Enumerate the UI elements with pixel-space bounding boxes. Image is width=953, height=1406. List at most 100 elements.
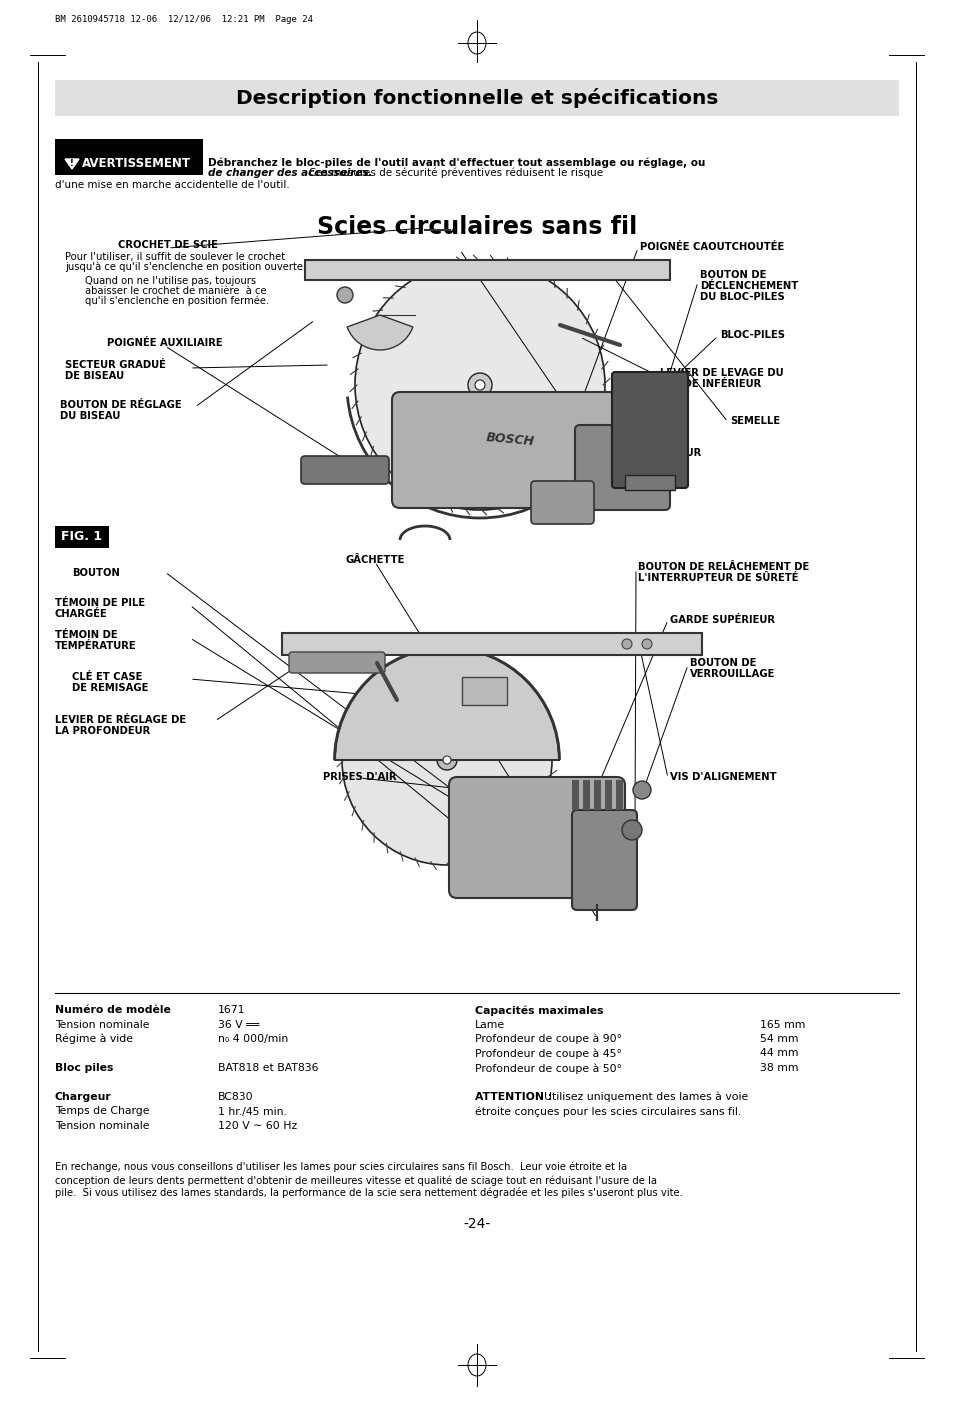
Text: 165 mm: 165 mm — [760, 1019, 804, 1029]
Text: LA PROFONDEUR: LA PROFONDEUR — [55, 725, 150, 735]
Circle shape — [621, 820, 641, 839]
Text: n₀ 4 000/min: n₀ 4 000/min — [218, 1033, 288, 1045]
Text: 44 mm: 44 mm — [760, 1049, 798, 1059]
Wedge shape — [335, 648, 558, 761]
Text: Scies circulaires sans fil: Scies circulaires sans fil — [316, 215, 637, 239]
Text: BOUTON: BOUTON — [71, 568, 120, 578]
Circle shape — [621, 638, 631, 650]
FancyBboxPatch shape — [575, 425, 669, 510]
Text: DU BLOC-PILES: DU BLOC-PILES — [700, 292, 784, 302]
Polygon shape — [305, 260, 669, 280]
Bar — [582, 780, 589, 810]
Text: TEMPÉRATURE: TEMPÉRATURE — [55, 641, 136, 651]
Text: qu'il s'enclenche en position fermée.: qu'il s'enclenche en position fermée. — [85, 297, 269, 307]
Text: 120 V ∼ 60 Hz: 120 V ∼ 60 Hz — [218, 1121, 297, 1130]
Text: Profondeur de coupe à 50°: Profondeur de coupe à 50° — [475, 1063, 621, 1074]
Circle shape — [442, 756, 451, 763]
FancyBboxPatch shape — [449, 778, 624, 898]
FancyBboxPatch shape — [392, 392, 627, 508]
Text: CHARGÉE: CHARGÉE — [55, 609, 108, 619]
Text: 36 V ══: 36 V ══ — [218, 1019, 259, 1029]
Text: GARDE SUPÉRIEUR: GARDE SUPÉRIEUR — [669, 614, 774, 626]
Text: GÂCHETTE: GÂCHETTE — [345, 555, 404, 565]
FancyBboxPatch shape — [572, 810, 637, 910]
Text: VERROUILLAGE: VERROUILLAGE — [689, 669, 775, 679]
Circle shape — [475, 380, 484, 389]
Text: BOUTON DE: BOUTON DE — [700, 270, 765, 280]
Text: DE BISEAU: DE BISEAU — [65, 371, 124, 381]
Text: FIG. 1: FIG. 1 — [61, 530, 103, 544]
Circle shape — [641, 638, 651, 650]
Text: PRISES D'AIR: PRISES D'AIR — [323, 772, 396, 782]
Text: ATTENTION :: ATTENTION : — [475, 1092, 552, 1102]
Bar — [461, 678, 506, 704]
Text: conception de leurs dents permettent d'obtenir de meilleures vitesse et qualité : conception de leurs dents permettent d'o… — [55, 1175, 657, 1185]
Text: POIGNÉE AUXILIAIRE: POIGNÉE AUXILIAIRE — [107, 337, 223, 349]
Text: BOUTON DE RELÂCHEMENT DE: BOUTON DE RELÂCHEMENT DE — [638, 562, 808, 572]
Wedge shape — [347, 315, 413, 350]
Text: Tension nominale: Tension nominale — [55, 1019, 150, 1029]
Text: Numéro de modèle: Numéro de modèle — [55, 1005, 171, 1015]
Bar — [282, 633, 701, 655]
Text: Ces mesures de sécurité préventives réduisent le risque: Ces mesures de sécurité préventives rédu… — [208, 167, 602, 179]
Text: BC830: BC830 — [218, 1092, 253, 1102]
Text: 1671: 1671 — [218, 1005, 245, 1015]
Text: jusqu'à ce qu'il s'enclenche en position ouverte.: jusqu'à ce qu'il s'enclenche en position… — [65, 262, 306, 273]
Text: Temps de Charge: Temps de Charge — [55, 1107, 150, 1116]
FancyBboxPatch shape — [531, 481, 594, 524]
FancyBboxPatch shape — [612, 373, 687, 488]
Text: L'INTERRUPTEUR DE SÛRETÉ: L'INTERRUPTEUR DE SÛRETÉ — [638, 574, 798, 583]
FancyBboxPatch shape — [301, 456, 389, 484]
Text: LEVIER DE RÉGLAGE DE: LEVIER DE RÉGLAGE DE — [55, 716, 186, 725]
Text: d'une mise en marche accidentelle de l'outil.: d'une mise en marche accidentelle de l'o… — [55, 180, 290, 190]
Text: BAT818 et BAT836: BAT818 et BAT836 — [218, 1063, 318, 1073]
Text: POIGNÉE CAOUTCHOUTÉE: POIGNÉE CAOUTCHOUTÉE — [639, 242, 783, 252]
Text: GARDE INFÉRIEUR: GARDE INFÉRIEUR — [599, 449, 700, 458]
Text: CROCHET DE SCIE: CROCHET DE SCIE — [118, 240, 217, 250]
Text: BLOC-PILES: BLOC-PILES — [720, 330, 784, 340]
Text: Profondeur de coupe à 45°: Profondeur de coupe à 45° — [475, 1049, 621, 1059]
Text: de changer des accessoires.: de changer des accessoires. — [208, 167, 372, 179]
Text: DU BISEAU: DU BISEAU — [60, 411, 120, 420]
Text: En rechange, nous vous conseillons d'utiliser les lames pour scies circulaires s: En rechange, nous vous conseillons d'uti… — [55, 1161, 626, 1173]
Text: BOSCH: BOSCH — [485, 432, 535, 449]
Text: AVERTISSEMENT: AVERTISSEMENT — [82, 157, 191, 170]
Text: pile.  Si vous utilisez des lames standards, la performance de la scie sera nett: pile. Si vous utilisez des lames standar… — [55, 1188, 682, 1198]
Text: SEMELLE: SEMELLE — [729, 416, 780, 426]
Polygon shape — [65, 159, 79, 169]
Bar — [55, 80, 898, 117]
Text: Description fonctionnelle et spécifications: Description fonctionnelle et spécificati… — [235, 89, 718, 108]
Text: Utilisez uniquement des lames à voie: Utilisez uniquement des lames à voie — [537, 1092, 747, 1102]
Bar — [594, 780, 600, 810]
Bar — [572, 780, 578, 810]
Text: Régime à vide: Régime à vide — [55, 1033, 132, 1045]
Text: SECTEUR GRADUÉ: SECTEUR GRADUÉ — [65, 360, 166, 370]
Text: 54 mm: 54 mm — [760, 1033, 798, 1045]
Circle shape — [355, 260, 604, 510]
Text: Profondeur de coupe à 90°: Profondeur de coupe à 90° — [475, 1033, 621, 1045]
Text: GARDE INFÉRIEUR: GARDE INFÉRIEUR — [659, 380, 760, 389]
Text: 38 mm: 38 mm — [760, 1063, 798, 1073]
Text: Capacités maximales: Capacités maximales — [475, 1005, 603, 1015]
Bar — [55, 139, 203, 174]
Bar — [55, 526, 109, 548]
FancyBboxPatch shape — [289, 652, 385, 673]
Text: Chargeur: Chargeur — [55, 1092, 112, 1102]
Text: abaisser le crochet de manière  à ce: abaisser le crochet de manière à ce — [85, 285, 266, 297]
Text: BOUTON DE RÉGLAGE: BOUTON DE RÉGLAGE — [60, 399, 181, 411]
Circle shape — [336, 287, 353, 304]
Text: Débranchez le bloc-piles de l'outil avant d'effectuer tout assemblage ou réglage: Débranchez le bloc-piles de l'outil avan… — [208, 157, 704, 167]
Circle shape — [436, 749, 456, 770]
Text: LEVIER DE LEVAGE DU: LEVIER DE LEVAGE DU — [659, 368, 782, 378]
Text: !: ! — [70, 159, 74, 169]
Text: Quand on ne l'utilise pas, toujours: Quand on ne l'utilise pas, toujours — [85, 276, 255, 285]
Text: VIS D'ALIGNEMENT: VIS D'ALIGNEMENT — [669, 772, 776, 782]
Bar — [616, 780, 622, 810]
Text: BM 2610945718 12-06  12/12/06  12:21 PM  Page 24: BM 2610945718 12-06 12/12/06 12:21 PM Pa… — [55, 15, 313, 24]
Circle shape — [468, 373, 492, 396]
Text: -24-: -24- — [463, 1218, 490, 1232]
Bar — [604, 780, 612, 810]
Text: Pour l'utiliser, il suffit de soulever le crochet: Pour l'utiliser, il suffit de soulever l… — [65, 252, 285, 262]
Circle shape — [341, 655, 552, 865]
Text: Lame: Lame — [475, 1019, 504, 1029]
